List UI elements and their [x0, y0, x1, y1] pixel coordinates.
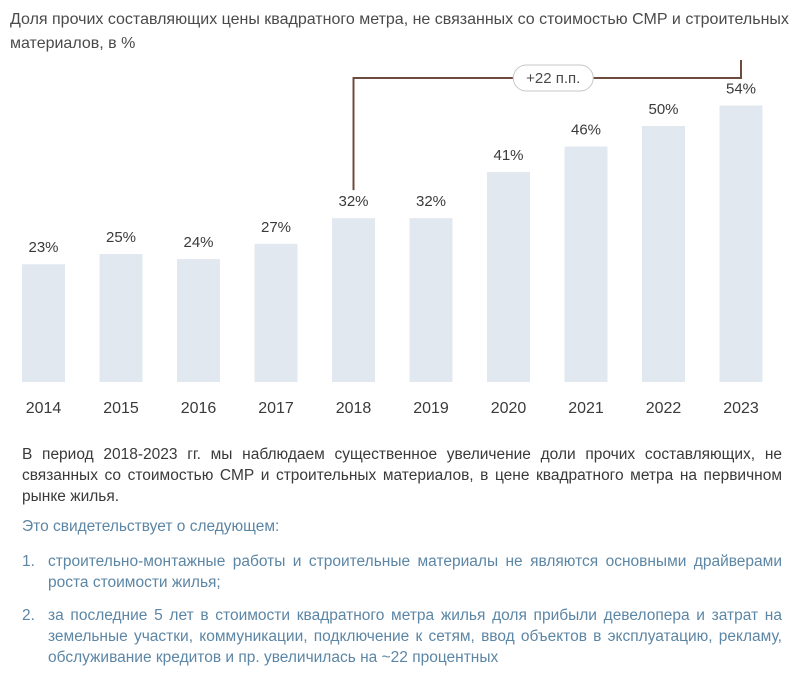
x-tick-label-2023: 2023: [723, 400, 759, 417]
x-tick-label-2014: 2014: [26, 400, 62, 417]
list-item: 2. за последние 5 лет в стоимости квадра…: [22, 605, 782, 668]
summary-paragraph: В период 2018-2023 гг. мы наблюдаем суще…: [22, 446, 782, 505]
x-tick-label-2019: 2019: [413, 400, 449, 417]
bar-2019: [409, 218, 453, 382]
value-label-2018: 32%: [338, 193, 368, 210]
x-tick-label-2021: 2021: [568, 400, 604, 417]
value-label-2015: 25%: [106, 229, 136, 246]
bar-2022: [642, 126, 685, 382]
value-label-2019: 32%: [416, 193, 446, 210]
annotation-label: +22 п.п.: [526, 70, 580, 87]
value-label-2017: 27%: [261, 219, 291, 236]
annotation-badge: [512, 64, 594, 92]
x-tick-label-2016: 2016: [181, 400, 217, 417]
bar-2021: [564, 146, 608, 382]
list-item-text: за последние 5 лет в стоимости квадратно…: [48, 607, 782, 666]
chart-title: Доля прочих составляющих цены квадратног…: [10, 11, 789, 52]
bar-2020: [487, 172, 530, 382]
bar-2018: [332, 218, 375, 382]
value-label-2021: 46%: [571, 121, 601, 138]
conclusion-lead: Это свидетельствует о следующем:: [22, 518, 280, 535]
x-tick-label-2017: 2017: [258, 400, 294, 417]
list-item-number: 2.: [22, 607, 35, 624]
bar-2023: [719, 105, 763, 382]
value-label-2022: 50%: [648, 101, 678, 118]
list-item-text: строительно-монтажные работы и строитель…: [48, 553, 782, 591]
bar-2014: [22, 264, 65, 382]
list-item-number: 1.: [22, 553, 35, 570]
conclusion-list: 1. строительно-монтажные работы и строит…: [22, 551, 782, 680]
list-item: 1. строительно-монтажные работы и строит…: [22, 551, 782, 593]
annotation-arrowhead: [739, 60, 743, 62]
x-tick-label-2022: 2022: [646, 400, 682, 417]
bar-chart: 23% 2014 25% 2015 24% 2016 27% 2017 32% 2018 32% 20…: [22, 60, 763, 417]
bar-2017: [254, 243, 298, 382]
x-tick-label-2018: 2018: [336, 400, 372, 417]
x-tick-label-2015: 2015: [103, 400, 139, 417]
x-tick-label-2020: 2020: [491, 400, 527, 417]
bar-2015: [99, 254, 143, 382]
bar-2016: [177, 259, 220, 382]
value-label-2014: 23%: [28, 239, 58, 256]
value-label-2020: 41%: [493, 147, 523, 164]
value-label-2016: 24%: [183, 234, 213, 251]
value-label-2023: 54%: [726, 81, 756, 98]
